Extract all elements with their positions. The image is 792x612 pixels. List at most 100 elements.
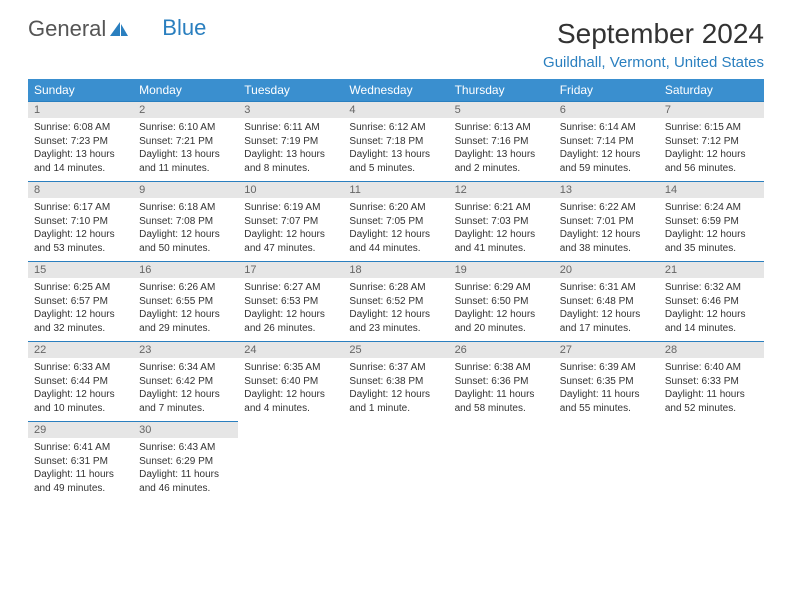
day-info: Sunrise: 6:13 AMSunset: 7:16 PMDaylight:… <box>449 118 554 181</box>
calendar-cell: 3Sunrise: 6:11 AMSunset: 7:19 PMDaylight… <box>238 101 343 181</box>
weekday-header: Friday <box>554 79 659 101</box>
day-info: Sunrise: 6:28 AMSunset: 6:52 PMDaylight:… <box>343 278 448 341</box>
day-info: Sunrise: 6:26 AMSunset: 6:55 PMDaylight:… <box>133 278 238 341</box>
calendar-row: 29Sunrise: 6:41 AMSunset: 6:31 PMDayligh… <box>28 421 764 501</box>
day-number: 27 <box>554 341 659 358</box>
day-number: 28 <box>659 341 764 358</box>
day-info: Sunrise: 6:24 AMSunset: 6:59 PMDaylight:… <box>659 198 764 261</box>
calendar-cell: 24Sunrise: 6:35 AMSunset: 6:40 PMDayligh… <box>238 341 343 421</box>
page-title: September 2024 <box>543 18 764 50</box>
calendar-cell: 28Sunrise: 6:40 AMSunset: 6:33 PMDayligh… <box>659 341 764 421</box>
calendar-cell: 15Sunrise: 6:25 AMSunset: 6:57 PMDayligh… <box>28 261 133 341</box>
day-number: 25 <box>343 341 448 358</box>
day-number: 12 <box>449 181 554 198</box>
day-info: Sunrise: 6:20 AMSunset: 7:05 PMDaylight:… <box>343 198 448 261</box>
calendar-cell: 14Sunrise: 6:24 AMSunset: 6:59 PMDayligh… <box>659 181 764 261</box>
day-number: 16 <box>133 261 238 278</box>
day-info: Sunrise: 6:40 AMSunset: 6:33 PMDaylight:… <box>659 358 764 421</box>
day-info: Sunrise: 6:17 AMSunset: 7:10 PMDaylight:… <box>28 198 133 261</box>
day-info: Sunrise: 6:14 AMSunset: 7:14 PMDaylight:… <box>554 118 659 181</box>
calendar-row: 15Sunrise: 6:25 AMSunset: 6:57 PMDayligh… <box>28 261 764 341</box>
day-number: 1 <box>28 101 133 118</box>
weekday-header: Sunday <box>28 79 133 101</box>
day-number: 20 <box>554 261 659 278</box>
calendar-cell: 5Sunrise: 6:13 AMSunset: 7:16 PMDaylight… <box>449 101 554 181</box>
calendar-cell: 12Sunrise: 6:21 AMSunset: 7:03 PMDayligh… <box>449 181 554 261</box>
calendar-cell: 9Sunrise: 6:18 AMSunset: 7:08 PMDaylight… <box>133 181 238 261</box>
calendar-cell: 17Sunrise: 6:27 AMSunset: 6:53 PMDayligh… <box>238 261 343 341</box>
calendar-cell: 25Sunrise: 6:37 AMSunset: 6:38 PMDayligh… <box>343 341 448 421</box>
calendar-cell: 21Sunrise: 6:32 AMSunset: 6:46 PMDayligh… <box>659 261 764 341</box>
day-info: Sunrise: 6:12 AMSunset: 7:18 PMDaylight:… <box>343 118 448 181</box>
day-info: Sunrise: 6:38 AMSunset: 6:36 PMDaylight:… <box>449 358 554 421</box>
calendar-cell <box>659 421 764 501</box>
day-number: 24 <box>238 341 343 358</box>
weekday-header: Thursday <box>449 79 554 101</box>
day-number: 8 <box>28 181 133 198</box>
logo-text-general: General <box>28 18 106 40</box>
weekday-header: Saturday <box>659 79 764 101</box>
day-info: Sunrise: 6:43 AMSunset: 6:29 PMDaylight:… <box>133 438 238 501</box>
day-info: Sunrise: 6:19 AMSunset: 7:07 PMDaylight:… <box>238 198 343 261</box>
day-info: Sunrise: 6:08 AMSunset: 7:23 PMDaylight:… <box>28 118 133 181</box>
day-info: Sunrise: 6:33 AMSunset: 6:44 PMDaylight:… <box>28 358 133 421</box>
day-number: 26 <box>449 341 554 358</box>
calendar-cell: 30Sunrise: 6:43 AMSunset: 6:29 PMDayligh… <box>133 421 238 501</box>
day-number: 30 <box>133 421 238 438</box>
calendar-cell: 4Sunrise: 6:12 AMSunset: 7:18 PMDaylight… <box>343 101 448 181</box>
calendar-cell: 22Sunrise: 6:33 AMSunset: 6:44 PMDayligh… <box>28 341 133 421</box>
day-number: 4 <box>343 101 448 118</box>
day-info: Sunrise: 6:22 AMSunset: 7:01 PMDaylight:… <box>554 198 659 261</box>
day-number: 10 <box>238 181 343 198</box>
calendar-table: Sunday Monday Tuesday Wednesday Thursday… <box>28 79 764 501</box>
weekday-header: Monday <box>133 79 238 101</box>
day-number: 9 <box>133 181 238 198</box>
day-info: Sunrise: 6:32 AMSunset: 6:46 PMDaylight:… <box>659 278 764 341</box>
day-number: 3 <box>238 101 343 118</box>
calendar-cell: 19Sunrise: 6:29 AMSunset: 6:50 PMDayligh… <box>449 261 554 341</box>
calendar-cell: 16Sunrise: 6:26 AMSunset: 6:55 PMDayligh… <box>133 261 238 341</box>
calendar-cell: 26Sunrise: 6:38 AMSunset: 6:36 PMDayligh… <box>449 341 554 421</box>
calendar-cell: 11Sunrise: 6:20 AMSunset: 7:05 PMDayligh… <box>343 181 448 261</box>
calendar-cell <box>343 421 448 501</box>
day-info: Sunrise: 6:25 AMSunset: 6:57 PMDaylight:… <box>28 278 133 341</box>
calendar-row: 8Sunrise: 6:17 AMSunset: 7:10 PMDaylight… <box>28 181 764 261</box>
day-number: 14 <box>659 181 764 198</box>
day-number: 18 <box>343 261 448 278</box>
calendar-cell: 18Sunrise: 6:28 AMSunset: 6:52 PMDayligh… <box>343 261 448 341</box>
logo-text-blue: Blue <box>162 17 206 39</box>
calendar-cell: 13Sunrise: 6:22 AMSunset: 7:01 PMDayligh… <box>554 181 659 261</box>
day-info: Sunrise: 6:11 AMSunset: 7:19 PMDaylight:… <box>238 118 343 181</box>
day-number: 15 <box>28 261 133 278</box>
calendar-cell: 10Sunrise: 6:19 AMSunset: 7:07 PMDayligh… <box>238 181 343 261</box>
weekday-header: Wednesday <box>343 79 448 101</box>
calendar-row: 1Sunrise: 6:08 AMSunset: 7:23 PMDaylight… <box>28 101 764 181</box>
day-number: 11 <box>343 181 448 198</box>
day-number: 23 <box>133 341 238 358</box>
calendar-cell: 6Sunrise: 6:14 AMSunset: 7:14 PMDaylight… <box>554 101 659 181</box>
calendar-body: 1Sunrise: 6:08 AMSunset: 7:23 PMDaylight… <box>28 101 764 501</box>
header: General Blue September 2024 Guildhall, V… <box>28 18 764 71</box>
logo: General Blue <box>28 18 206 40</box>
day-info: Sunrise: 6:35 AMSunset: 6:40 PMDaylight:… <box>238 358 343 421</box>
calendar-cell: 2Sunrise: 6:10 AMSunset: 7:21 PMDaylight… <box>133 101 238 181</box>
day-number: 17 <box>238 261 343 278</box>
calendar-cell: 1Sunrise: 6:08 AMSunset: 7:23 PMDaylight… <box>28 101 133 181</box>
calendar-row: 22Sunrise: 6:33 AMSunset: 6:44 PMDayligh… <box>28 341 764 421</box>
logo-sail-icon <box>108 20 130 38</box>
day-info: Sunrise: 6:41 AMSunset: 6:31 PMDaylight:… <box>28 438 133 501</box>
day-info: Sunrise: 6:37 AMSunset: 6:38 PMDaylight:… <box>343 358 448 421</box>
day-info: Sunrise: 6:10 AMSunset: 7:21 PMDaylight:… <box>133 118 238 181</box>
calendar-cell <box>238 421 343 501</box>
calendar-cell: 7Sunrise: 6:15 AMSunset: 7:12 PMDaylight… <box>659 101 764 181</box>
day-number: 22 <box>28 341 133 358</box>
day-info: Sunrise: 6:29 AMSunset: 6:50 PMDaylight:… <box>449 278 554 341</box>
day-number: 29 <box>28 421 133 438</box>
day-info: Sunrise: 6:39 AMSunset: 6:35 PMDaylight:… <box>554 358 659 421</box>
day-number: 19 <box>449 261 554 278</box>
day-number: 21 <box>659 261 764 278</box>
calendar-cell: 29Sunrise: 6:41 AMSunset: 6:31 PMDayligh… <box>28 421 133 501</box>
day-number: 2 <box>133 101 238 118</box>
day-info: Sunrise: 6:21 AMSunset: 7:03 PMDaylight:… <box>449 198 554 261</box>
day-info: Sunrise: 6:31 AMSunset: 6:48 PMDaylight:… <box>554 278 659 341</box>
